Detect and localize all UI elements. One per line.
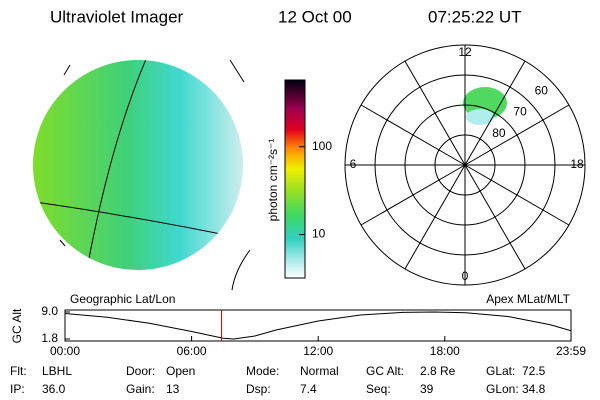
y-tick-label: 9.0 (41, 304, 58, 318)
x-tick-label: 18:00 (430, 344, 460, 358)
lat-label: 80 (492, 126, 506, 140)
mlt-label: 6 (350, 157, 357, 171)
status-value: 2.8 Re (420, 364, 456, 378)
geo-image (33, 59, 251, 291)
colorbar (284, 79, 306, 279)
status-label: GLat: (486, 364, 515, 378)
lat-ring (434, 134, 496, 196)
status-label: Flt: (10, 364, 27, 378)
status-label: GLon: (486, 382, 519, 396)
geo-label: Geographic Lat/Lon (70, 292, 175, 306)
status-value: 72.5 (522, 364, 546, 378)
status-value: LBHL (42, 364, 72, 378)
title: Ultraviolet Imager (50, 7, 184, 26)
polar-plot (344, 44, 586, 286)
colorbar-tick-label: 10 (312, 227, 326, 241)
status-label: GC Alt: (366, 364, 404, 378)
lat-label: 60 (535, 84, 549, 98)
time: 07:25:22 UT (428, 7, 522, 26)
status-value: 34.8 (522, 382, 546, 396)
lat-ring (404, 104, 526, 226)
x-tick-label: 00:00 (50, 344, 80, 358)
status-label: Gain: (126, 382, 155, 396)
status-value: Open (166, 364, 195, 378)
status-value: 13 (166, 382, 180, 396)
x-tick-label: 12:00 (303, 344, 333, 358)
colorbar-tick-label: 100 (312, 139, 332, 153)
date: 12 Oct 00 (278, 7, 352, 26)
lat-ring (374, 74, 556, 256)
altitude-line (64, 311, 572, 340)
status-label: Dsp: (246, 382, 271, 396)
x-tick-label: 23:59 (556, 344, 586, 358)
colorbar-label: photon cm⁻²s⁻¹ (266, 139, 280, 222)
status-value: 39 (420, 382, 434, 396)
status-label: Door: (126, 364, 155, 378)
mlt-label: 18 (570, 157, 584, 171)
status-label: Mode: (246, 364, 279, 378)
x-tick-label: 06:00 (177, 344, 207, 358)
status-label: IP: (10, 382, 25, 396)
y-tick-label: 1.8 (41, 331, 58, 345)
mlt-label: 12 (458, 45, 472, 59)
status-value: Normal (300, 364, 339, 378)
status-label: Seq: (366, 382, 391, 396)
lat-label: 70 (513, 105, 527, 119)
altitude-axis-label: GC Alt (10, 308, 24, 343)
status-value: 7.4 (300, 382, 317, 396)
status-value: 36.0 (42, 382, 66, 396)
polar-label: Apex MLat/MLT (486, 292, 570, 306)
mlt-label: 0 (462, 269, 469, 283)
altitude-plot (64, 309, 572, 342)
